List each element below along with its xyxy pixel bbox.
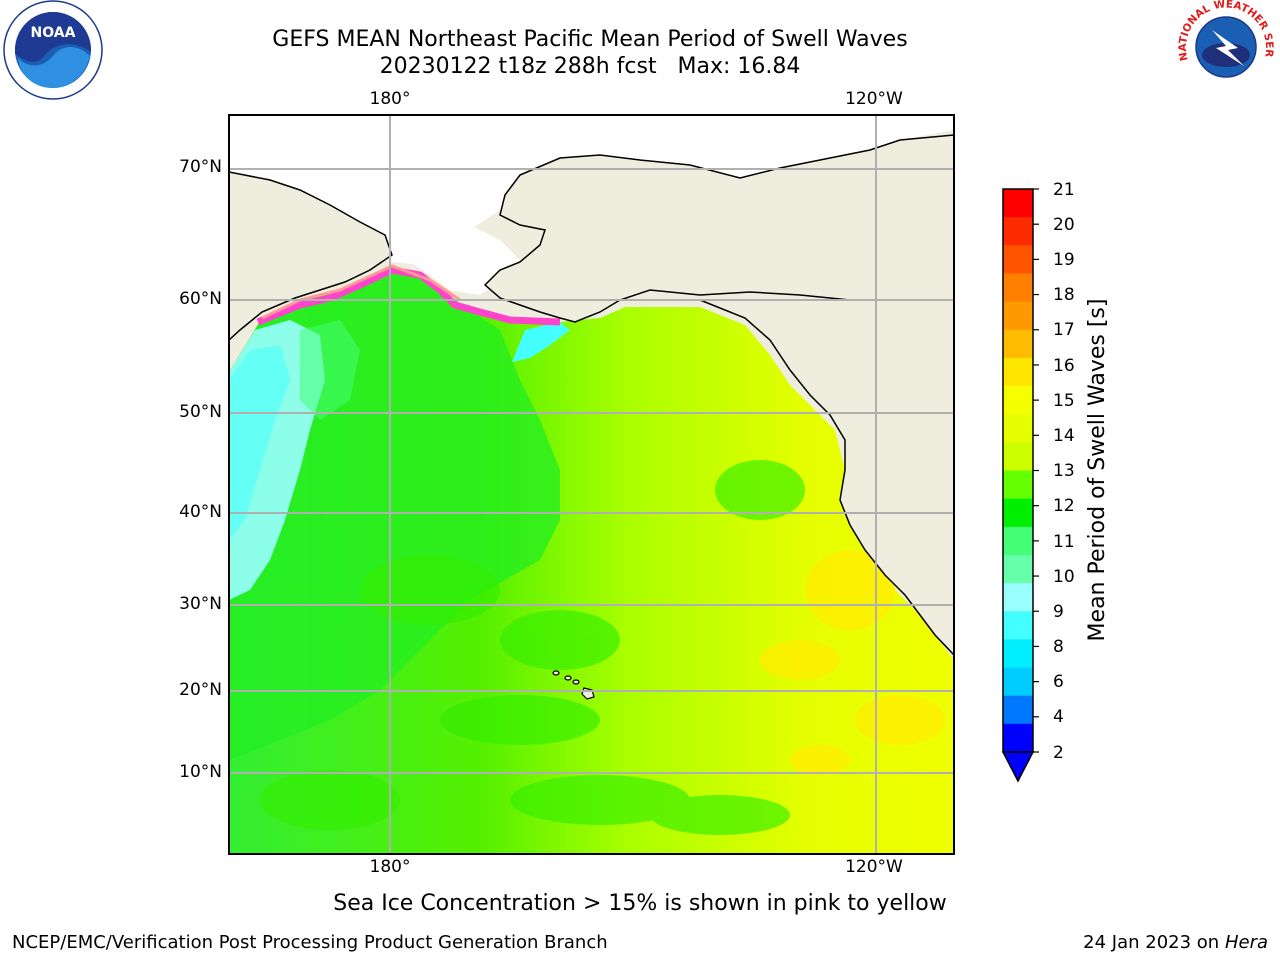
colorbar-segment xyxy=(1003,442,1033,471)
lat-label-10n: 10°N xyxy=(179,762,222,782)
sea-ice-fringe-inner xyxy=(261,264,461,320)
colorbar xyxy=(1001,188,1039,783)
colorbar-segment xyxy=(1003,723,1033,753)
credit-date: 24 Jan 2023 on xyxy=(1083,932,1225,953)
colorbar-tick-label: 10 xyxy=(1053,567,1075,587)
lat-label-30n: 30°N xyxy=(179,594,222,614)
inlet-cyan xyxy=(512,322,570,362)
colorbar-segment xyxy=(1003,273,1033,303)
colorbar-extend-triangle xyxy=(1001,751,1035,783)
lon-label-bottom-120w: 120°W xyxy=(845,857,903,877)
lat-label-60n: 60°N xyxy=(179,289,222,309)
colorbar-tick-label: 6 xyxy=(1053,672,1064,692)
map-frame xyxy=(228,114,955,855)
colorbar-segment xyxy=(1003,498,1033,528)
chart-subtitle: 20230122 t18z 288h fcst Max: 16.84 xyxy=(379,54,801,79)
colorbar-tick-label: 2 xyxy=(1053,743,1064,763)
colorbar-tick-label: 21 xyxy=(1053,180,1075,200)
colorbar-tick-label: 13 xyxy=(1053,461,1075,481)
ocean-aqua-region xyxy=(300,320,360,420)
ocean-patches xyxy=(260,460,805,835)
colorbar-segment xyxy=(1003,386,1033,415)
colorbar-tick-label: 14 xyxy=(1053,426,1075,446)
colorbar-tick-label: 12 xyxy=(1053,496,1075,516)
colorbar-segment xyxy=(1003,639,1033,669)
colorbar-tick-label: 20 xyxy=(1053,215,1075,235)
colorbar-segment xyxy=(1003,245,1033,274)
colorbar-segment xyxy=(1003,695,1033,725)
lat-label-20n: 20°N xyxy=(179,680,222,700)
lat-label-40n: 40°N xyxy=(179,502,222,522)
colorbar-segment xyxy=(1003,526,1033,556)
chart-title: GEFS MEAN Northeast Pacific Mean Period … xyxy=(272,27,908,52)
lat-label-50n: 50°N xyxy=(179,402,222,422)
colorbar-segment xyxy=(1003,554,1033,584)
nws-logo-text: NATIONAL WEATHER SERVICE xyxy=(0,0,1275,62)
siberia-land xyxy=(229,171,393,342)
ocean-cyan-region-2 xyxy=(229,345,290,540)
nws-logo: NATIONAL WEATHER SERVICE xyxy=(0,0,1275,93)
bering-water xyxy=(392,220,520,295)
colorbar-tick-label: 9 xyxy=(1053,602,1064,622)
alaska-land xyxy=(483,134,954,323)
lon-label-top-120w: 120°W xyxy=(845,89,903,109)
credit-host: Hera xyxy=(1224,932,1268,953)
colorbar-tick-label: 15 xyxy=(1053,391,1075,411)
colorbar-segments xyxy=(1003,189,1033,753)
ocean-yellow-patches xyxy=(760,550,945,775)
colorbar-tick-label: 11 xyxy=(1053,532,1075,552)
noaa-logo: NOAA xyxy=(3,0,103,100)
credit-left: NCEP/EMC/Verification Post Processing Pr… xyxy=(12,932,608,953)
lat-label-70n: 70°N xyxy=(179,157,222,177)
colorbar-segment xyxy=(1003,611,1033,640)
colorbar-tick-label: 8 xyxy=(1053,637,1064,657)
colorbar-ticks xyxy=(1033,188,1039,753)
credit-right: 24 Jan 2023 on Hera xyxy=(1083,932,1268,954)
colorbar-segment xyxy=(1003,414,1033,443)
colorbar-segment xyxy=(1003,470,1033,500)
lon-label-bottom-180: 180° xyxy=(369,857,411,877)
lon-label-top-180: 180° xyxy=(369,89,411,109)
colorbar-segment xyxy=(1003,329,1033,359)
colorbar-segment xyxy=(1003,357,1033,387)
colorbar-tick-label: 18 xyxy=(1053,285,1075,305)
colorbar-tick-label: 16 xyxy=(1053,356,1075,376)
noaa-logo-text: NOAA xyxy=(31,25,76,41)
colorbar-title-text: Mean Period of Swell Waves [s] xyxy=(1085,298,1110,642)
colorbar-tick-label: 4 xyxy=(1053,707,1064,727)
colorbar-segment xyxy=(1003,189,1033,218)
map-gridlines xyxy=(229,115,954,854)
colorbar-segment xyxy=(1003,217,1033,246)
colorbar-tick-label: 19 xyxy=(1053,250,1075,270)
map-area xyxy=(229,115,954,854)
sea-ice-footnote: Sea Ice Concentration > 15% is shown in … xyxy=(333,891,947,916)
colorbar-segment xyxy=(1003,301,1033,331)
colorbar-segment xyxy=(1003,583,1033,612)
colorbar-segment xyxy=(1003,667,1033,697)
colorbar-tick-label: 17 xyxy=(1053,320,1075,340)
